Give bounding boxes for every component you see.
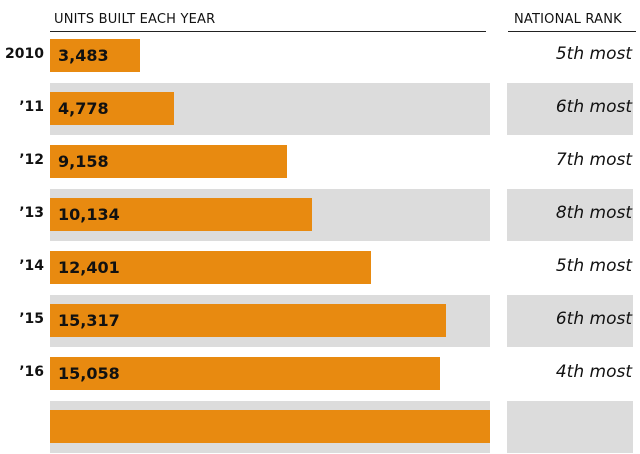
bar-value-label: 15,317 bbox=[58, 311, 120, 330]
bar-row: ’13 10,134 8th most bbox=[0, 189, 640, 242]
bar-value-label: 4,778 bbox=[58, 99, 109, 118]
bar-row: ’12 9,158 7th most bbox=[0, 136, 640, 189]
bar-row: ’16 15,058 4th most bbox=[0, 348, 640, 401]
bar-row: ’15 15,317 6th most bbox=[0, 295, 640, 348]
year-label: ’12 bbox=[19, 152, 44, 168]
bar-row: ’11 4,778 6th most bbox=[0, 83, 640, 136]
bar-value-label: 12,401 bbox=[58, 258, 120, 277]
units-header: UNITS BUILT EACH YEAR bbox=[50, 0, 486, 32]
year-label: ’14 bbox=[19, 258, 44, 274]
bar bbox=[50, 304, 446, 337]
bar bbox=[50, 251, 371, 284]
units-header-label: UNITS BUILT EACH YEAR bbox=[54, 12, 216, 27]
year-label: 2010 bbox=[5, 46, 44, 62]
bar bbox=[50, 410, 490, 443]
year-label: ’15 bbox=[19, 311, 44, 327]
rank-band bbox=[507, 83, 633, 135]
year-label: ’16 bbox=[19, 364, 44, 380]
rank-label: 5th most bbox=[555, 44, 632, 64]
rank-header-rule bbox=[508, 31, 636, 32]
bar bbox=[50, 39, 140, 72]
rank-header: NATIONAL RANK bbox=[508, 0, 636, 32]
bar bbox=[50, 92, 174, 125]
bar bbox=[50, 198, 312, 231]
bar-row: 2010 3,483 5th most bbox=[0, 30, 640, 83]
bar-row bbox=[0, 401, 640, 454]
year-label: ’11 bbox=[19, 99, 44, 115]
rank-label: 7th most bbox=[555, 150, 632, 170]
rank-label: 6th most bbox=[555, 309, 632, 329]
year-label: ’13 bbox=[19, 205, 44, 221]
bar-value-label: 3,483 bbox=[58, 46, 109, 65]
rank-label: 6th most bbox=[555, 97, 632, 117]
rank-header-label: NATIONAL RANK bbox=[514, 12, 622, 27]
bar-value-label: 10,134 bbox=[58, 205, 120, 224]
rank-band bbox=[507, 401, 633, 453]
bar-row: ’14 12,401 5th most bbox=[0, 242, 640, 295]
bar-value-label: 15,058 bbox=[58, 364, 120, 383]
bar bbox=[50, 145, 287, 178]
rank-band bbox=[507, 295, 633, 347]
rank-label: 8th most bbox=[555, 203, 632, 223]
units-header-rule bbox=[50, 31, 486, 32]
bar bbox=[50, 357, 440, 390]
rank-band bbox=[507, 189, 633, 241]
bar-chart: 2010 3,483 5th most ’11 4,778 6th most ’12 9,15… bbox=[0, 30, 640, 453]
rank-label: 5th most bbox=[555, 256, 632, 276]
rank-label: 4th most bbox=[555, 362, 632, 382]
bar-value-label: 9,158 bbox=[58, 152, 109, 171]
